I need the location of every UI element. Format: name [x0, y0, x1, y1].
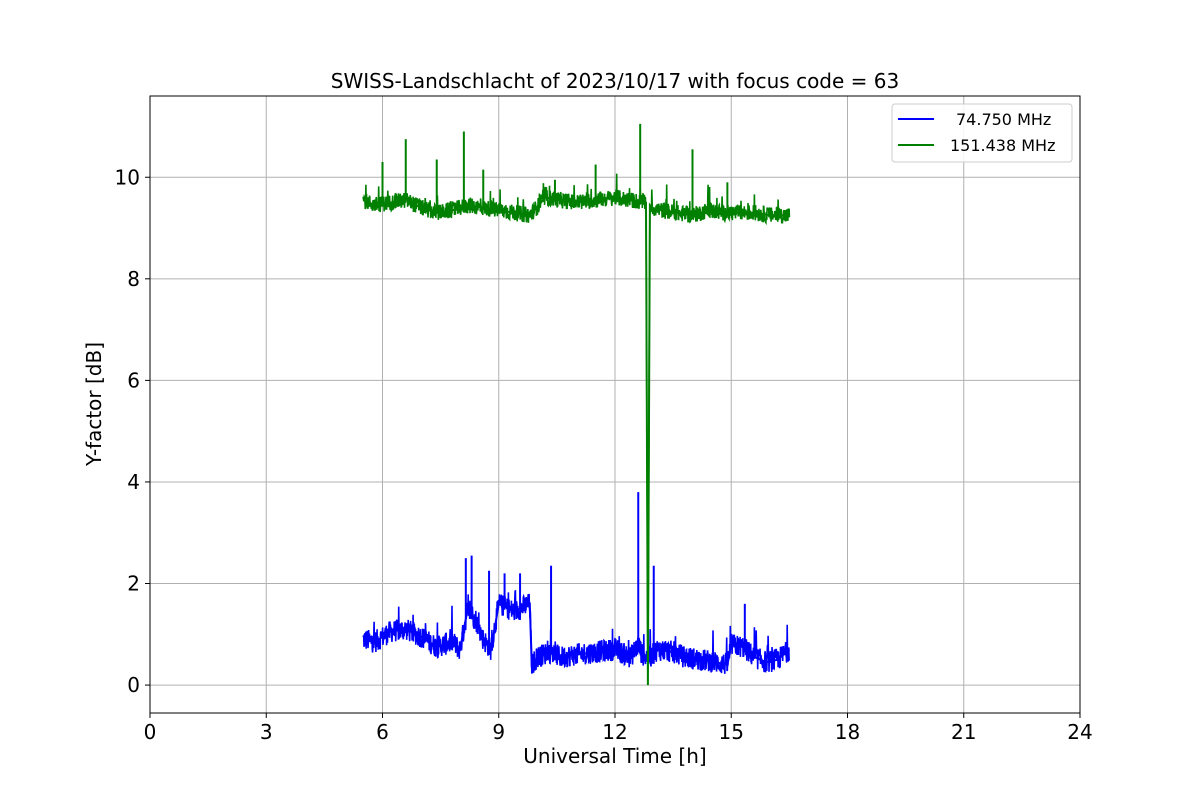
series-74mhz	[362, 492, 791, 674]
x-tick-label: 18	[835, 720, 860, 744]
x-tick-label: 12	[602, 720, 627, 744]
series-line-74mhz	[362, 589, 791, 674]
x-tick-label: 3	[260, 720, 273, 744]
y-tick-label: 2	[127, 572, 140, 596]
legend-label-151mhz: 151.438 MHz	[950, 136, 1055, 155]
grid	[149, 96, 1081, 713]
series-layer	[362, 123, 791, 686]
series-line-151mhz	[362, 173, 791, 644]
legend-box	[891, 103, 1073, 163]
series-151mhz	[362, 123, 791, 686]
x-tick-label: 9	[492, 720, 505, 744]
x-tick-label: 24	[1067, 720, 1092, 744]
y-tick-label: 10	[115, 165, 140, 189]
y-axis-label: Y-factor [dB]	[82, 342, 106, 467]
legend: 74.750 MHz 151.438 MHz	[891, 103, 1073, 163]
x-axis-label: Universal Time [h]	[523, 744, 706, 768]
y-tick-label: 4	[127, 470, 140, 494]
x-tick-label: 6	[376, 720, 389, 744]
x-tick-label: 0	[144, 720, 157, 744]
legend-label-74mhz: 74.750 MHz	[956, 110, 1051, 129]
x-tick-label: 15	[719, 720, 744, 744]
chart-title: SWISS-Landschlacht of 2023/10/17 with fo…	[331, 69, 899, 93]
x-tick-label: 21	[951, 720, 976, 744]
y-tick-label: 6	[127, 368, 140, 392]
y-tick-label: 8	[127, 267, 140, 291]
series-trend-74mhz	[362, 602, 791, 668]
series-trend-151mhz	[362, 196, 790, 686]
y-tick-label: 0	[127, 673, 140, 697]
